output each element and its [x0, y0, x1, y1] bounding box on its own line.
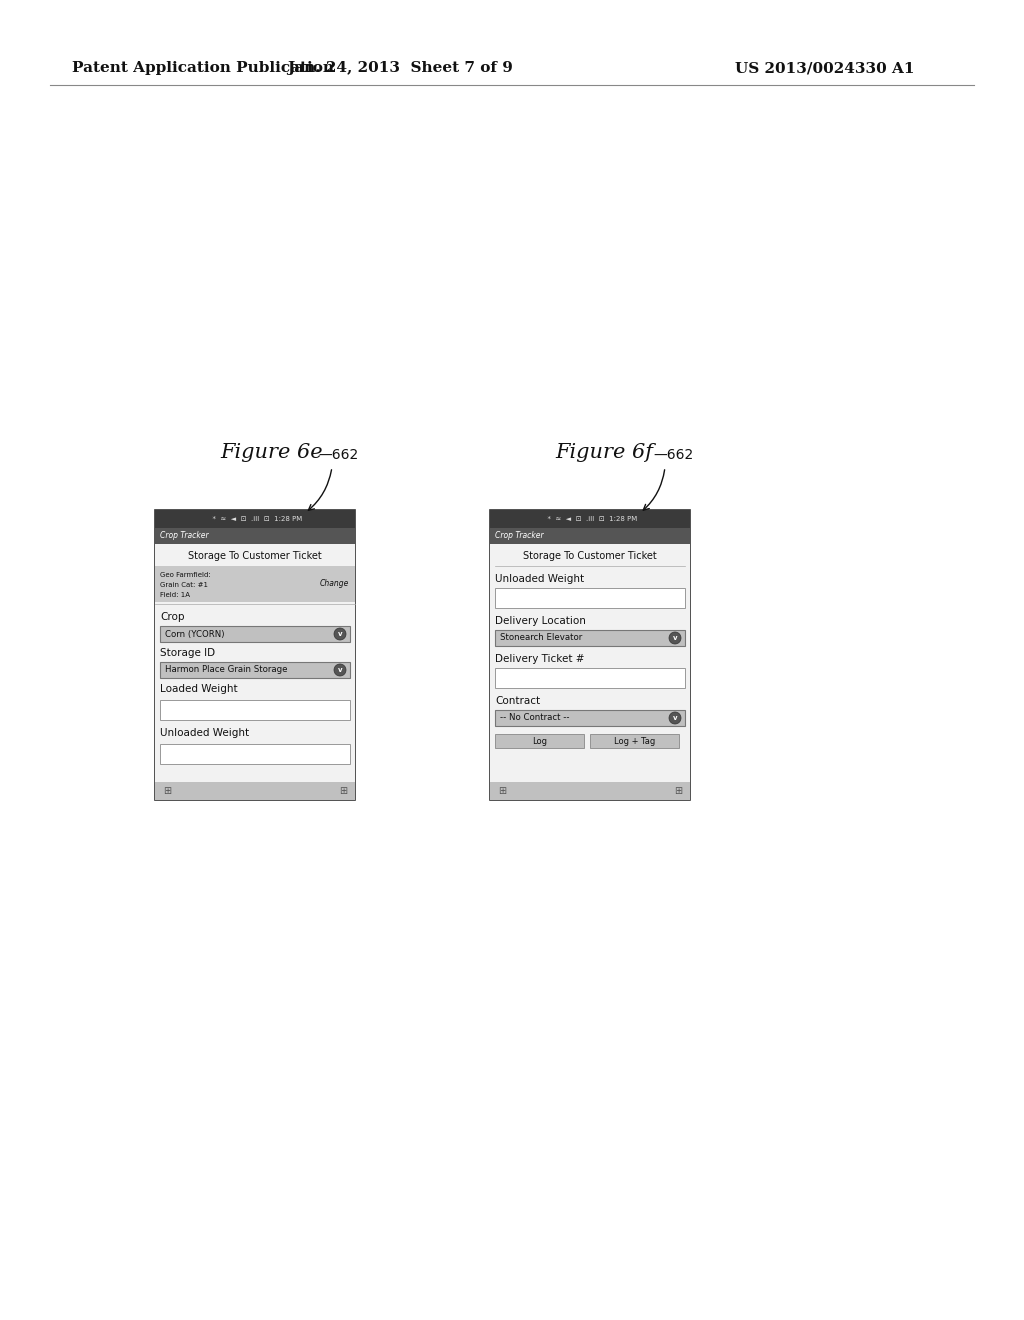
Text: Patent Application Publication: Patent Application Publication	[72, 61, 334, 75]
Text: US 2013/0024330 A1: US 2013/0024330 A1	[735, 61, 914, 75]
Text: *  ≈  ◄  ⊡  .ill  ⊡  1:28 PM: * ≈ ◄ ⊡ .ill ⊡ 1:28 PM	[543, 516, 637, 521]
Bar	[490, 510, 690, 528]
Text: Delivery Location: Delivery Location	[495, 616, 586, 626]
Bar	[490, 528, 690, 544]
Bar	[155, 544, 355, 781]
Circle shape	[669, 711, 681, 723]
Text: —662: —662	[318, 447, 358, 462]
Text: Delivery Ticket #: Delivery Ticket #	[495, 653, 585, 664]
Text: Contract: Contract	[495, 696, 540, 706]
Bar	[155, 510, 355, 800]
Text: -- No Contract --: -- No Contract --	[500, 714, 569, 722]
Bar	[490, 781, 690, 800]
Text: Crop Tracker: Crop Tracker	[495, 532, 544, 540]
Text: ⊞: ⊞	[498, 785, 506, 796]
Text: Crop Tracker: Crop Tracker	[160, 532, 209, 540]
Text: Unloaded Weight: Unloaded Weight	[160, 729, 249, 738]
Text: Jan. 24, 2013  Sheet 7 of 9: Jan. 24, 2013 Sheet 7 of 9	[287, 61, 513, 75]
Bar	[160, 744, 350, 764]
Text: Loaded Weight: Loaded Weight	[160, 684, 238, 694]
Text: Geo Farmfield:: Geo Farmfield:	[160, 572, 211, 578]
Text: Corn (YCORN): Corn (YCORN)	[165, 630, 224, 639]
Text: Figure 6f: Figure 6f	[555, 444, 653, 462]
Bar	[495, 668, 685, 688]
Circle shape	[669, 632, 681, 644]
Text: Harmon Place Grain Storage: Harmon Place Grain Storage	[165, 665, 288, 675]
Text: v: v	[673, 635, 677, 642]
Text: v: v	[673, 715, 677, 722]
Bar	[490, 510, 690, 800]
Text: Storage ID: Storage ID	[160, 648, 215, 657]
Bar	[495, 587, 685, 609]
Text: v: v	[338, 668, 342, 673]
Bar	[495, 630, 685, 645]
Text: Unloaded Weight: Unloaded Weight	[495, 574, 584, 583]
Text: —662: —662	[653, 447, 693, 462]
Text: Stonearch Elevator: Stonearch Elevator	[500, 634, 583, 643]
Circle shape	[334, 664, 346, 676]
Text: ⊞: ⊞	[339, 785, 347, 796]
Bar	[160, 700, 350, 719]
Text: Grain Cat: #1: Grain Cat: #1	[160, 582, 208, 587]
Text: Field: 1A: Field: 1A	[160, 591, 190, 598]
Text: Log: Log	[532, 737, 547, 746]
Bar	[495, 734, 584, 748]
Circle shape	[334, 628, 346, 640]
Bar	[590, 734, 679, 748]
Bar	[155, 566, 355, 602]
Bar	[495, 710, 685, 726]
Text: Storage To Customer Ticket: Storage To Customer Ticket	[523, 550, 656, 561]
Bar	[490, 544, 690, 781]
Text: ⊞: ⊞	[163, 785, 171, 796]
Bar	[155, 781, 355, 800]
Bar	[155, 528, 355, 544]
Bar	[155, 510, 355, 528]
Text: ⊞: ⊞	[674, 785, 682, 796]
Text: Crop: Crop	[160, 612, 184, 622]
Text: Figure 6e: Figure 6e	[220, 444, 323, 462]
Text: Change: Change	[319, 579, 349, 589]
Text: Storage To Customer Ticket: Storage To Customer Ticket	[188, 550, 322, 561]
Bar	[160, 663, 350, 678]
Text: v: v	[338, 631, 342, 638]
Bar	[160, 626, 350, 642]
Text: *  ≈  ◄  ⊡  .ill  ⊡  1:28 PM: * ≈ ◄ ⊡ .ill ⊡ 1:28 PM	[208, 516, 302, 521]
Text: Log + Tag: Log + Tag	[613, 737, 655, 746]
